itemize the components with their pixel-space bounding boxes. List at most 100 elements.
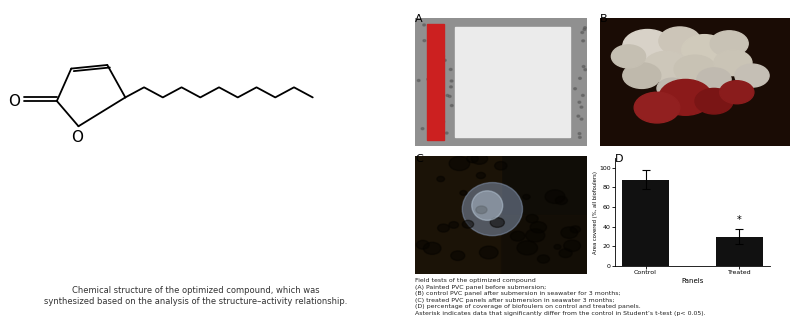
Bar	[622, 180, 669, 266]
Circle shape	[622, 30, 672, 63]
Circle shape	[576, 51, 578, 53]
Circle shape	[449, 53, 452, 56]
Circle shape	[418, 43, 420, 45]
Circle shape	[450, 112, 452, 114]
Text: B: B	[600, 14, 608, 24]
Circle shape	[583, 31, 586, 33]
Bar	[454, 27, 570, 137]
Circle shape	[634, 92, 680, 123]
Circle shape	[466, 209, 478, 218]
Circle shape	[526, 151, 540, 161]
Circle shape	[574, 265, 586, 273]
Circle shape	[489, 213, 502, 222]
Circle shape	[430, 95, 433, 97]
Circle shape	[577, 86, 580, 87]
Circle shape	[697, 68, 731, 91]
Circle shape	[542, 184, 555, 193]
Bar	[716, 237, 763, 266]
Text: Chemical structure of the optimized compound, which was
synthesized based on the: Chemical structure of the optimized comp…	[44, 286, 348, 306]
Circle shape	[552, 213, 572, 226]
Circle shape	[714, 50, 752, 76]
Circle shape	[570, 186, 580, 193]
Circle shape	[486, 248, 504, 261]
Circle shape	[446, 126, 448, 128]
Circle shape	[430, 219, 446, 229]
Circle shape	[611, 45, 646, 68]
Circle shape	[449, 48, 452, 50]
Circle shape	[575, 53, 578, 55]
Circle shape	[582, 135, 584, 137]
Text: O: O	[70, 129, 82, 145]
Circle shape	[657, 78, 687, 99]
Circle shape	[710, 31, 748, 56]
Circle shape	[562, 203, 580, 215]
Text: C: C	[415, 154, 422, 164]
Circle shape	[579, 98, 582, 100]
Circle shape	[459, 262, 478, 275]
Circle shape	[558, 259, 565, 264]
Circle shape	[682, 35, 727, 66]
Circle shape	[526, 180, 537, 187]
Y-axis label: Area covered (%, all biofoulers): Area covered (%, all biofoulers)	[593, 170, 598, 253]
Circle shape	[440, 60, 443, 62]
Circle shape	[541, 248, 558, 260]
Circle shape	[442, 138, 445, 141]
Circle shape	[674, 55, 716, 83]
Circle shape	[431, 135, 434, 137]
Circle shape	[554, 219, 572, 232]
Circle shape	[735, 64, 769, 87]
Circle shape	[556, 151, 572, 162]
Circle shape	[578, 80, 580, 82]
Bar	[427, 24, 444, 140]
Circle shape	[560, 205, 580, 218]
Circle shape	[522, 188, 534, 195]
Circle shape	[577, 71, 580, 73]
Circle shape	[477, 236, 486, 242]
Circle shape	[644, 51, 690, 82]
Circle shape	[443, 31, 446, 33]
Circle shape	[524, 223, 542, 236]
Ellipse shape	[462, 183, 522, 236]
Circle shape	[659, 27, 701, 55]
Bar	[415, 156, 501, 274]
Circle shape	[450, 96, 452, 99]
Text: A: A	[415, 14, 422, 24]
X-axis label: Panels: Panels	[682, 278, 704, 284]
Circle shape	[577, 126, 579, 128]
Circle shape	[659, 80, 712, 115]
Circle shape	[439, 135, 442, 137]
Circle shape	[425, 101, 427, 103]
Circle shape	[499, 208, 517, 220]
Circle shape	[720, 81, 754, 104]
Circle shape	[442, 209, 450, 214]
Circle shape	[441, 133, 443, 135]
Circle shape	[583, 47, 586, 49]
Circle shape	[503, 166, 514, 173]
Circle shape	[434, 76, 437, 78]
Bar	[501, 215, 587, 274]
Circle shape	[464, 217, 471, 221]
Circle shape	[442, 112, 445, 114]
Circle shape	[622, 63, 661, 88]
Text: *: *	[737, 215, 742, 225]
Circle shape	[579, 115, 582, 117]
Circle shape	[423, 152, 439, 163]
Text: Field tests of the optimized compound
(A) Painted PVC panel before submersion;
(: Field tests of the optimized compound (A…	[415, 278, 706, 316]
Ellipse shape	[472, 191, 502, 220]
Text: D: D	[615, 154, 623, 164]
Circle shape	[433, 134, 436, 136]
Circle shape	[485, 261, 493, 267]
Circle shape	[440, 237, 453, 245]
Circle shape	[580, 62, 583, 65]
Circle shape	[578, 75, 582, 78]
Circle shape	[432, 150, 451, 163]
Circle shape	[445, 103, 447, 106]
Circle shape	[474, 180, 488, 190]
Circle shape	[446, 81, 449, 83]
Circle shape	[695, 88, 733, 114]
Circle shape	[578, 120, 581, 122]
Text: O: O	[8, 93, 20, 108]
Circle shape	[577, 107, 580, 109]
Circle shape	[419, 70, 422, 72]
Circle shape	[546, 258, 559, 266]
